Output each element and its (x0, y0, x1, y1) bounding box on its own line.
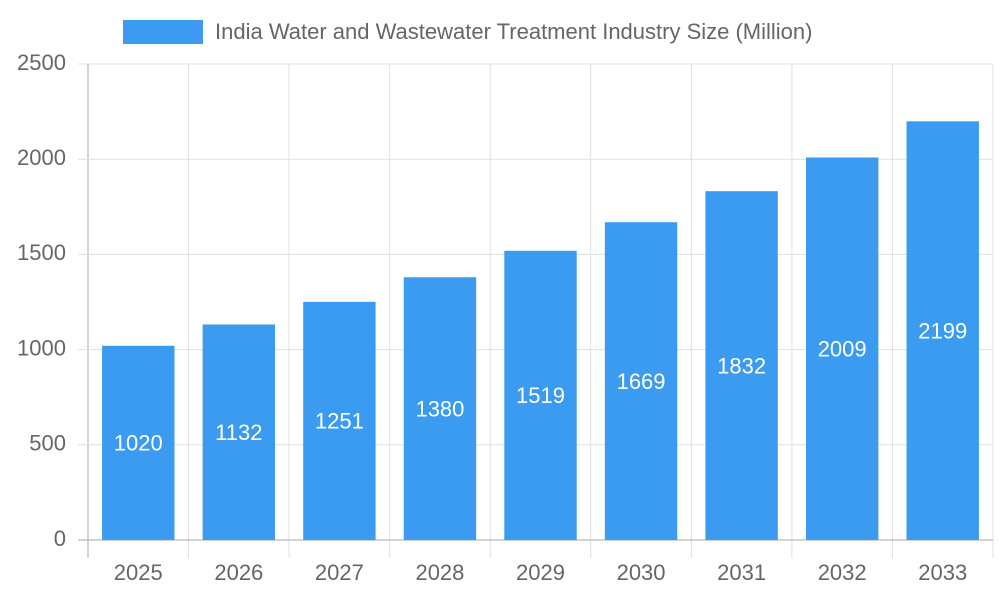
x-tick-label: 2026 (214, 560, 263, 585)
y-tick-label: 1000 (17, 335, 66, 360)
y-tick-label: 1500 (17, 240, 66, 265)
x-tick-label: 2032 (818, 560, 867, 585)
legend-label: India Water and Wastewater Treatment Ind… (215, 19, 812, 44)
value-label: 1132 (215, 420, 262, 445)
x-tick-label: 2030 (617, 560, 666, 585)
x-tick-label: 2033 (918, 560, 967, 585)
value-label: 1832 (717, 353, 766, 378)
y-tick-label: 0 (54, 526, 66, 551)
value-label: 1519 (516, 383, 565, 408)
x-tick-label: 2029 (516, 560, 565, 585)
x-tick-label: 2027 (315, 560, 364, 585)
value-label: 1020 (114, 431, 163, 456)
value-label: 1380 (415, 396, 464, 421)
bar (504, 250, 577, 540)
bar (403, 277, 477, 540)
bar (604, 222, 678, 540)
x-tick-label: 2031 (717, 560, 766, 585)
bar (102, 345, 175, 540)
bar (705, 191, 778, 540)
y-tick-label: 2500 (17, 50, 66, 75)
y-tick-label: 2000 (17, 145, 66, 170)
value-label: 2199 (918, 318, 967, 343)
bar (805, 157, 879, 541)
bar (906, 121, 979, 541)
x-tick-label: 2025 (114, 560, 163, 585)
y-tick-label: 500 (29, 431, 66, 456)
value-label: 1251 (315, 409, 364, 434)
bar (202, 324, 276, 540)
legend-swatch (123, 20, 203, 44)
value-label: 2009 (818, 337, 867, 362)
x-tick-label: 2028 (415, 560, 464, 585)
value-label: 1669 (617, 369, 666, 394)
bar (303, 301, 376, 540)
